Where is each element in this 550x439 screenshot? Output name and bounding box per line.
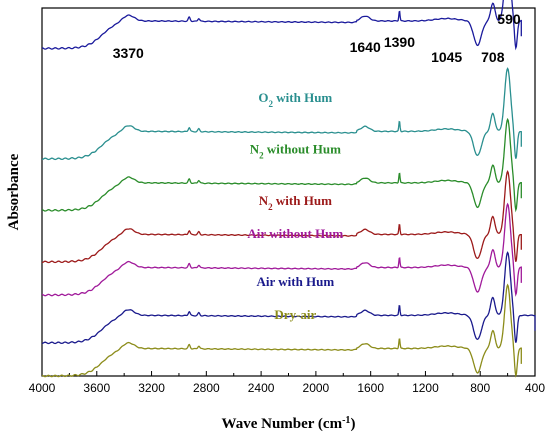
y-axis-title: Absorbance [6,153,22,230]
x-tick-label: 2000 [303,381,330,395]
series-label: Air without Hum [247,226,343,241]
peak-label: 590 [497,11,521,27]
x-axis-title: Wave Number (cm-1) [222,415,356,433]
series-label: Dry-air [274,307,316,322]
spectrum-line [41,67,522,161]
x-tick-label: 800 [470,381,490,395]
x-tick-label: 3600 [83,381,110,395]
x-tick-label: 400 [525,381,545,395]
peak-label: 3370 [113,45,144,61]
series-label: Air with Hum [256,274,334,289]
spectrum-line [41,0,522,51]
spectrum-line [41,117,522,213]
peak-label: 708 [481,49,505,65]
x-tick-label: 3200 [138,381,165,395]
x-tick-label: 1200 [412,381,439,395]
series-label: O2 with Hum [258,90,332,109]
x-tick-label: 2400 [248,381,275,395]
axes: 4000 3600 3200 2800 2400 2000 1600 1200 800 400 [29,7,545,395]
spectra [41,0,536,378]
spectrum-line [41,170,522,264]
series-label: N2 with Hum [259,193,332,212]
peak-label: 1045 [431,49,462,65]
x-tick-label: 2800 [193,381,220,395]
x-tick-label: 4000 [29,381,56,395]
peak-label: 1640 [350,39,381,55]
peak-labels: 3370 1640 1390 1045 708 590 [113,11,521,65]
x-tick-label: 1600 [357,381,384,395]
spectrum-line [41,251,536,345]
series-label: N2 without Hum [250,141,341,160]
spectrum-line [41,202,522,297]
spectrum-line [41,283,522,378]
peak-label: 1390 [384,34,415,50]
